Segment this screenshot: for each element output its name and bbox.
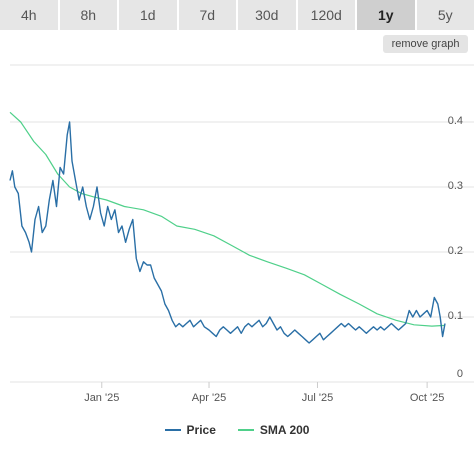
- tab-5y[interactable]: 5y: [416, 0, 474, 30]
- y-tick-label: 0.4: [448, 115, 463, 127]
- tab-1d[interactable]: 1d: [119, 0, 179, 30]
- y-tick-label: 0.2: [448, 245, 463, 257]
- legend-label-price: Price: [186, 423, 216, 437]
- tab-30d[interactable]: 30d: [238, 0, 298, 30]
- sma-series-line: [9, 111, 446, 327]
- chart-legend: Price SMA 200: [0, 420, 474, 440]
- price-series-line: [9, 121, 446, 344]
- legend-item-sma[interactable]: SMA 200: [237, 420, 310, 440]
- x-tick-label: Oct '25: [410, 392, 445, 404]
- tab-1y[interactable]: 1y: [357, 0, 417, 30]
- x-tick-label: Jul '25: [302, 392, 333, 404]
- sma-swatch: [237, 429, 254, 431]
- x-tick-label: Jan '25: [84, 392, 119, 404]
- tab-4h[interactable]: 4h: [0, 0, 60, 30]
- price-swatch: [164, 429, 181, 431]
- legend-label-sma: SMA 200: [259, 423, 310, 437]
- legend-item-price[interactable]: Price: [164, 420, 216, 440]
- y-tick-label: 0: [457, 368, 463, 380]
- tab-7d[interactable]: 7d: [178, 0, 238, 30]
- tab-8h[interactable]: 8h: [59, 0, 119, 30]
- y-tick-label: 0.3: [448, 180, 463, 192]
- tab-120d[interactable]: 120d: [297, 0, 357, 30]
- x-tick-label: Apr '25: [192, 392, 227, 404]
- y-tick-label: 0.1: [448, 310, 463, 322]
- timeframe-tabs: 4h 8h 1d 7d 30d 120d 1y 5y: [0, 0, 474, 30]
- remove-graph-button[interactable]: remove graph: [383, 35, 468, 53]
